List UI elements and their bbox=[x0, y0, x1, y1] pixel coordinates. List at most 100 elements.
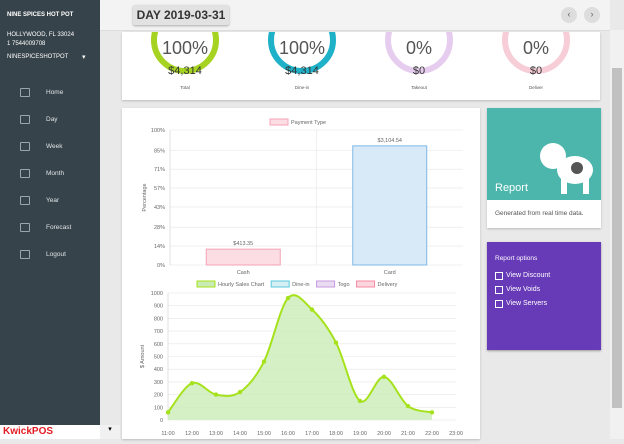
nav-item[interactable]: Week bbox=[46, 143, 63, 150]
nav-item[interactable]: Year bbox=[46, 197, 60, 204]
x-tick-label: 15:00 bbox=[257, 431, 271, 437]
legend-label: Dine-in bbox=[292, 282, 309, 288]
option-label[interactable]: View Servers bbox=[506, 300, 548, 307]
gauges: 100% $4,314 Total 100% $4,314 Dine-in 0% $0 Take… bbox=[151, 32, 570, 90]
gauge-label: Takeout bbox=[411, 85, 428, 90]
y-tick-label: 0 bbox=[160, 418, 163, 424]
nav-icon bbox=[20, 196, 30, 205]
point bbox=[381, 374, 387, 380]
nav-item[interactable]: Logout bbox=[46, 251, 66, 258]
x-tick-label: 11:00 bbox=[161, 431, 174, 437]
x-tick-label: 19:00 bbox=[353, 431, 367, 437]
y-tick-label: 100% bbox=[151, 128, 165, 134]
nav-icon bbox=[20, 250, 30, 259]
x-tick-label: 23:00 bbox=[449, 431, 463, 437]
x-tick-label: 20:00 bbox=[377, 431, 391, 437]
gauge-label: Deliver bbox=[529, 85, 544, 90]
x-tick-label: 17:00 bbox=[305, 431, 319, 437]
x-tick-label: 14:00 bbox=[233, 431, 247, 437]
next-button[interactable]: › bbox=[584, 7, 600, 23]
option-label[interactable]: View Voids bbox=[506, 286, 541, 293]
legend-label: Hourly Sales Chart bbox=[218, 282, 265, 288]
point bbox=[213, 392, 219, 397]
gauge-ring bbox=[502, 32, 570, 74]
nav-item[interactable]: Day bbox=[46, 116, 58, 123]
address: HOLLYWOOD, FL 33024 bbox=[7, 32, 75, 38]
nav-item[interactable]: Month bbox=[46, 170, 65, 177]
gauge-ring bbox=[268, 32, 336, 74]
chart-panel: 0% 14% 28% 43% 57% 71% 85% 100% Percentage Paymen… bbox=[122, 108, 480, 439]
logo: KwickPOS bbox=[3, 426, 54, 437]
dog-illustration bbox=[540, 143, 593, 194]
legend-swatch bbox=[269, 118, 289, 126]
gauge-amount: $4,314 bbox=[285, 65, 319, 77]
store-name: NINE SPICES HOT POT bbox=[7, 12, 74, 18]
x-tick-label: 16:00 bbox=[281, 431, 295, 437]
legend-swatch bbox=[270, 280, 290, 288]
point bbox=[429, 410, 435, 415]
bar-amount: $413.35 bbox=[233, 241, 253, 247]
y-tick-label: 400 bbox=[154, 367, 163, 373]
nav-icon bbox=[20, 223, 30, 232]
gauge-percent: 0% bbox=[523, 38, 549, 58]
y-tick-label: 100 bbox=[154, 405, 163, 411]
dropdown-arrow[interactable]: ▾ bbox=[82, 54, 86, 61]
gauge-label: Dine-in bbox=[295, 85, 310, 90]
point bbox=[165, 410, 171, 415]
nav-icon bbox=[20, 88, 30, 97]
point bbox=[405, 403, 411, 409]
gauge-percent: 100% bbox=[279, 38, 325, 58]
point bbox=[261, 359, 267, 364]
scroll-thumb[interactable] bbox=[612, 68, 622, 408]
legend-swatch bbox=[316, 280, 336, 288]
report-image: Report bbox=[487, 108, 601, 200]
x-tick-label: 22:00 bbox=[425, 431, 439, 437]
y-tick-label: 200 bbox=[154, 393, 163, 399]
prev-button[interactable]: ‹ bbox=[561, 7, 577, 23]
legend-label: Payment Type bbox=[291, 120, 326, 126]
point bbox=[333, 340, 339, 345]
bar-amount: $3,104.54 bbox=[378, 138, 402, 144]
charts: 0% 14% 28% 43% 57% 71% 85% 100% Percentage Paymen… bbox=[140, 118, 463, 437]
account[interactable]: NINESPICESHOTPOT bbox=[7, 54, 69, 60]
gauge-ring bbox=[385, 32, 453, 74]
x-tick-label: 13:00 bbox=[209, 431, 223, 437]
legend-swatch bbox=[356, 280, 376, 288]
area bbox=[168, 295, 432, 420]
x-tick-label: 21:00 bbox=[401, 431, 415, 437]
logo-box: KwickPOS bbox=[0, 425, 100, 439]
y-tick-label: 500 bbox=[154, 355, 163, 361]
date-tab[interactable]: DAY 2019-03-31 bbox=[133, 5, 229, 25]
y-tick-label: 600 bbox=[154, 342, 163, 348]
y-tick-label: 900 bbox=[154, 304, 163, 310]
point bbox=[189, 380, 195, 386]
y-tick-label: 28% bbox=[154, 225, 165, 231]
scroll-arrow[interactable]: ▾ bbox=[100, 425, 120, 439]
x-tick-label: Card bbox=[384, 270, 396, 276]
legend-swatch bbox=[196, 280, 216, 288]
checkbox[interactable] bbox=[495, 300, 503, 308]
nav-item[interactable]: Forecast bbox=[46, 224, 72, 231]
y-tick-label: 700 bbox=[154, 329, 163, 335]
gauge-percent: 100% bbox=[162, 38, 208, 58]
sidebar: NINE SPICES HOT POT HOLLYWOOD, FL 33024 … bbox=[0, 0, 100, 439]
x-tick-label: 12:00 bbox=[185, 431, 199, 437]
report-card[interactable]: Report Generated from real time data. bbox=[487, 108, 601, 228]
point bbox=[237, 389, 243, 395]
y-tick-label: 1000 bbox=[151, 291, 163, 297]
option-label[interactable]: View Discount bbox=[506, 272, 551, 279]
legend-label: Delivery bbox=[378, 282, 398, 288]
y-tick-label: 14% bbox=[154, 244, 165, 250]
checkbox[interactable] bbox=[495, 286, 503, 294]
scrollbar[interactable] bbox=[610, 30, 624, 439]
y-tick-label: 0% bbox=[157, 263, 165, 269]
gauge-amount: $0 bbox=[530, 65, 542, 77]
point bbox=[309, 307, 315, 312]
nav-item[interactable]: Home bbox=[46, 89, 64, 96]
legend-label: Togo bbox=[338, 282, 350, 288]
gauge-amount: $0 bbox=[413, 65, 425, 77]
report-options: Report options View Discount View Voids Vi… bbox=[487, 242, 601, 350]
y-tick-label: 43% bbox=[154, 205, 165, 211]
checkbox[interactable] bbox=[495, 272, 503, 280]
